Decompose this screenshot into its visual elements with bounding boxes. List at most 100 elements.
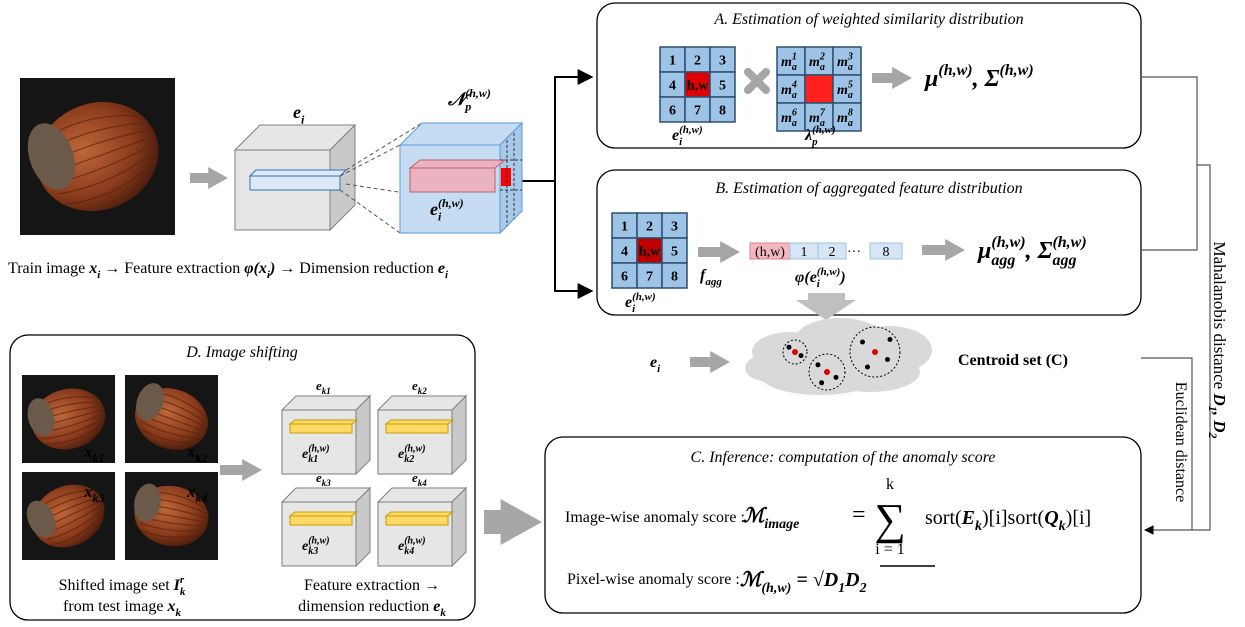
text-part: μ [923, 66, 938, 92]
text-part: x [83, 442, 93, 461]
text-part: Train image [8, 260, 89, 277]
text-part: e [438, 260, 445, 277]
arrow [522, 77, 592, 181]
point [834, 375, 839, 380]
slab-top [290, 512, 357, 516]
text-part: , Σ [972, 66, 1000, 92]
grid-label: 4 [669, 79, 676, 94]
text-part: (h,w) [817, 266, 841, 278]
text-part: from test image [63, 598, 167, 615]
slab-top [250, 170, 346, 176]
text-part: 8 [848, 108, 853, 119]
weight-cell [805, 75, 833, 103]
text-part: )[i] [1066, 507, 1092, 529]
text-part: m [809, 55, 820, 70]
text-part: k2 [418, 386, 428, 396]
text-part: (h,w) [761, 581, 791, 596]
text-part: a [792, 118, 797, 129]
caption: Train image xi → Feature extraction φ(xi… [8, 260, 449, 281]
point [865, 365, 870, 370]
section-title: D. Image shifting [185, 344, 298, 361]
text-part: 3 [847, 52, 853, 63]
text-part: i [445, 269, 449, 281]
text-part: e [293, 102, 301, 122]
section-title: A. Estimation of weighted similarity dis… [713, 11, 1023, 28]
text-part: k [440, 607, 446, 619]
text-part: dimension reduction [298, 598, 433, 615]
text-part: (h,w) [812, 124, 836, 136]
slab [290, 516, 352, 525]
text-part: x [186, 442, 196, 461]
text-part: k2 [196, 451, 208, 465]
text-part: Shifted image set [59, 577, 174, 594]
text-part: sort( [925, 507, 962, 529]
text-part: m [837, 55, 848, 70]
text-part: agg [1052, 252, 1076, 269]
text-part: k3 [308, 546, 318, 557]
centroid [792, 349, 798, 355]
centroid [824, 369, 830, 375]
text-part: λ [804, 127, 812, 144]
text-part: agg [705, 276, 722, 288]
section-title: B. Estimation of aggregated feature dist… [715, 180, 1022, 197]
text-part: Q [1044, 507, 1058, 529]
text-part: → Dimension reduction [275, 260, 438, 277]
centroid-label: Centroid set (C) [958, 352, 1068, 369]
text-part: 6 [792, 108, 797, 119]
slab-top [410, 160, 505, 168]
text-part: 1 [838, 581, 845, 596]
weight-label: ma4 [781, 80, 797, 102]
text-part: μ [976, 238, 991, 264]
point [888, 337, 893, 342]
text-part: k2 [404, 454, 414, 465]
slab-top [386, 512, 453, 516]
weight-label: ma2 [809, 52, 825, 73]
result: μagg(h,w), Σagg(h,w) [976, 234, 1087, 269]
text-part: ) [268, 260, 275, 277]
text-part: D [844, 569, 859, 591]
cube-top [378, 396, 466, 410]
text-part: Mahalanobis distance [1210, 241, 1229, 393]
weight-label: ma3 [837, 52, 853, 73]
text-part: (h,w) [465, 86, 491, 100]
cube-label: ei [293, 102, 305, 126]
cube-top [282, 488, 370, 502]
text-part: φ(x [244, 260, 267, 277]
vector-label: (h,w) [755, 245, 785, 260]
text-part: 2 [859, 581, 867, 596]
text-part: E [961, 507, 975, 529]
text-part: 5 [848, 80, 853, 91]
cube-side [356, 488, 370, 566]
grid-label: 1 [621, 220, 628, 235]
slab [250, 176, 340, 190]
sum-limit: k [886, 476, 894, 493]
text-part: k [1059, 519, 1066, 534]
text-part: e [625, 294, 632, 311]
cube-side [356, 396, 370, 474]
grid-label: 5 [671, 245, 678, 260]
distance-label: Euclidean distance [1172, 382, 1189, 502]
text-part: k [975, 519, 982, 534]
grid-label: 7 [694, 104, 701, 119]
text-part: k1 [308, 454, 318, 465]
text-part: k [180, 586, 186, 598]
text-part: p [811, 136, 818, 148]
text-part: k4 [404, 546, 414, 557]
grid-label: 6 [669, 104, 676, 119]
grid-label: 1 [669, 54, 676, 69]
text-part: k3 [93, 491, 105, 505]
text-part: x [186, 482, 196, 501]
text-part: m [837, 111, 848, 126]
block-arrow [484, 499, 542, 545]
point [816, 362, 821, 367]
text-part: m [781, 55, 792, 70]
text-part: x [83, 482, 93, 501]
input-label: ei [650, 354, 661, 375]
point [819, 380, 824, 385]
score-label: Pixel-wise anomaly score : [567, 571, 740, 588]
text-part: (h,w) [1052, 234, 1086, 251]
text-part: 1 [792, 52, 797, 63]
text-part: a [792, 62, 797, 73]
text-part: D [823, 569, 838, 591]
grid-label: h,w [687, 79, 709, 94]
